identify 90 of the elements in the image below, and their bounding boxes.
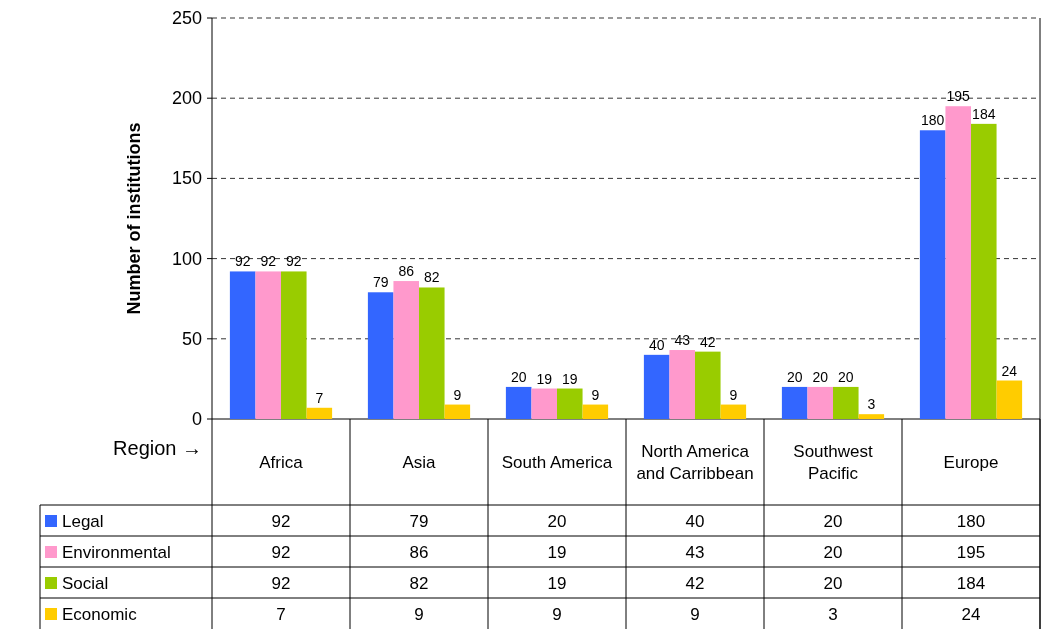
text: 86	[398, 263, 415, 280]
text: 19	[561, 370, 578, 387]
y-tick-label: 0	[191, 409, 202, 429]
data-label: 42	[685, 574, 705, 593]
bar	[505, 386, 532, 419]
text: 180	[920, 112, 945, 129]
legend-label: Economic	[62, 605, 138, 624]
bar	[919, 130, 946, 419]
text: 79	[372, 274, 389, 291]
legend-label: Environmental	[62, 543, 171, 562]
data-label: 9	[552, 605, 562, 624]
data-label: 7	[276, 605, 286, 624]
data-label: 180	[956, 512, 986, 531]
bar	[255, 271, 281, 419]
text: 20	[837, 368, 854, 385]
bar	[281, 271, 307, 419]
bar	[945, 106, 971, 419]
x-tick-label: Europe	[943, 453, 999, 472]
data-label: 24	[961, 605, 981, 624]
data-label: 40	[685, 512, 705, 531]
bar	[695, 351, 721, 419]
bar	[643, 354, 670, 419]
x-tick-label: Asia	[402, 453, 437, 472]
data-label: 9	[690, 605, 700, 624]
y-tick-label: 100	[171, 248, 202, 269]
x-tick-label: Southwest Pacific	[793, 442, 873, 483]
y-tick-label: 150	[171, 168, 202, 189]
text: 20	[510, 368, 527, 385]
data-label: 82	[409, 574, 429, 593]
text: 3	[867, 396, 876, 413]
bar	[306, 407, 333, 419]
y-tick-label: 50	[181, 328, 202, 349]
bar	[781, 386, 808, 419]
text: 7	[315, 389, 324, 406]
bar	[996, 380, 1023, 419]
x-tick-label: Africa	[259, 453, 304, 472]
data-label: 86	[409, 543, 429, 562]
bar	[720, 404, 747, 419]
text: 24	[1001, 362, 1018, 379]
text: 20	[812, 368, 829, 385]
bar	[444, 404, 471, 419]
x-tick-label: North America and Carribbean	[636, 442, 754, 483]
bar	[229, 271, 256, 419]
data-label: 20	[547, 512, 567, 531]
text: 9	[591, 386, 600, 403]
bar	[393, 281, 419, 419]
data-label: 19	[547, 543, 567, 562]
x-axis-title: Region →	[113, 437, 202, 459]
text: 42	[699, 333, 716, 350]
y-axis-title: Number of institutions	[124, 122, 144, 315]
bar	[531, 388, 557, 419]
data-label: 20	[823, 574, 843, 593]
data-label: 195	[956, 543, 986, 562]
text: 195	[946, 88, 970, 105]
bar	[419, 287, 445, 419]
text: 9	[729, 386, 738, 403]
legend-label: Social	[62, 574, 109, 593]
data-label: 184	[956, 574, 986, 593]
data-label: 92	[271, 574, 291, 593]
bar	[833, 386, 859, 419]
bar	[582, 404, 609, 419]
bar	[367, 292, 394, 419]
data-label: 20	[823, 512, 843, 531]
text: 82	[423, 269, 440, 286]
x-tick-label: South America	[501, 453, 613, 472]
data-label: 79	[409, 512, 429, 531]
bar	[669, 350, 695, 419]
text: 9	[453, 386, 462, 403]
bar	[858, 414, 885, 419]
bar	[557, 388, 583, 419]
data-label: 3	[828, 605, 838, 624]
y-tick-label: 250	[171, 8, 202, 28]
data-label: 92	[271, 512, 291, 531]
y-tick-label: 200	[171, 88, 202, 109]
text: 92	[285, 253, 302, 270]
bar	[971, 123, 997, 419]
text: 20	[786, 368, 803, 385]
text: 92	[260, 253, 277, 270]
data-label: 20	[823, 543, 843, 562]
text: 184	[972, 105, 996, 122]
text: 19	[536, 370, 553, 387]
data-label: 92	[271, 543, 291, 562]
text: 92	[234, 253, 251, 270]
data-label: 43	[685, 543, 705, 562]
bar	[807, 386, 833, 419]
text: 43	[674, 332, 691, 349]
data-label: 9	[414, 605, 424, 624]
legend-label: Legal	[62, 512, 104, 531]
data-label: 19	[547, 574, 567, 593]
text: 40	[648, 336, 665, 353]
